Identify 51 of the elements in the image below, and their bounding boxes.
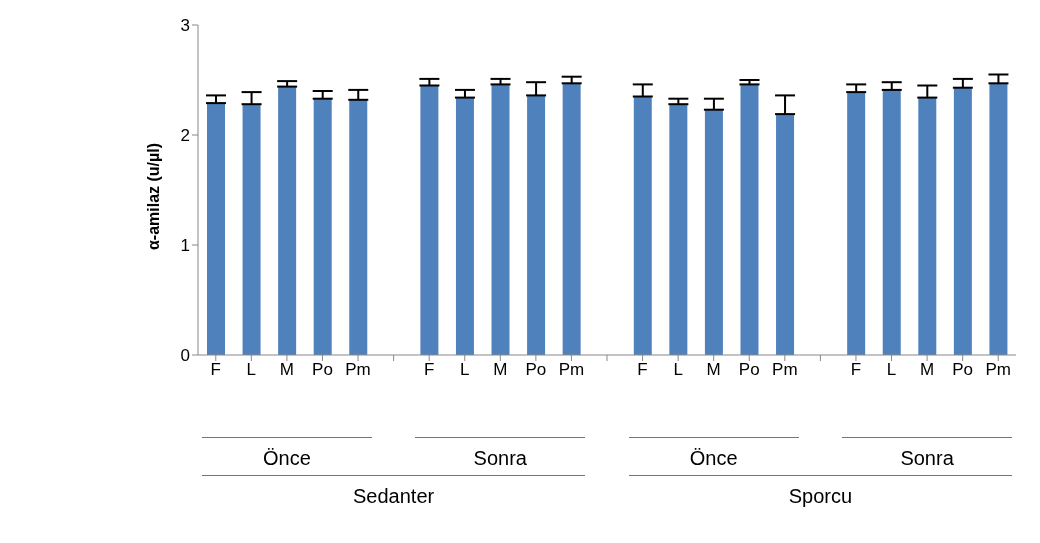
bar: [527, 95, 546, 355]
bar: [562, 83, 581, 355]
text: Önce: [262, 447, 312, 470]
x-tick-label: M: [493, 360, 508, 380]
bar: [847, 92, 866, 355]
bar: [669, 104, 688, 355]
bar: [633, 96, 652, 355]
bar: [704, 109, 723, 355]
bar: [989, 83, 1008, 355]
text: Sonra: [472, 447, 528, 470]
bar: [918, 97, 937, 355]
x-tick-label: Po: [738, 360, 760, 380]
bar: [455, 97, 474, 355]
x-tick-label: Pm: [558, 360, 585, 380]
x-tick-label: F: [637, 360, 648, 380]
text: Sonra: [899, 447, 955, 470]
text: Sedanter: [352, 485, 436, 508]
bar: [242, 104, 261, 355]
bar: [953, 87, 972, 355]
y-tick-label: 3: [180, 16, 190, 36]
y-axis-title: α-amilaz (u/µl): [144, 142, 162, 250]
y-tick-label: 1: [180, 236, 190, 256]
bar: [420, 85, 439, 355]
x-tick-label: M: [706, 360, 721, 380]
bar: [278, 86, 297, 355]
text: Sporcu: [787, 485, 854, 508]
x-tick-label: Pm: [772, 360, 798, 380]
x-tick-label: Po: [525, 360, 547, 380]
x-tick-label: Po: [312, 360, 333, 380]
x-tick-label: Po: [952, 360, 974, 380]
bar: [207, 103, 225, 355]
x-tick-label: L: [460, 360, 470, 380]
x-tick-label: L: [673, 360, 683, 380]
bar: [491, 84, 510, 355]
bar: [882, 89, 901, 355]
bar: [740, 84, 759, 355]
x-tick-label: F: [850, 360, 862, 380]
y-tick-label: 2: [180, 126, 190, 146]
x-tick-label: Pm: [345, 360, 371, 380]
x-tick-label: M: [920, 360, 935, 380]
bar: [349, 99, 368, 355]
x-tick-label: F: [210, 360, 221, 380]
x-tick-label: Pm: [985, 360, 1011, 380]
x-tick-label: M: [279, 360, 294, 380]
text: Önce: [688, 447, 739, 470]
x-tick-label: L: [886, 360, 897, 380]
x-tick-label: L: [246, 360, 257, 380]
x-tick-label: F: [423, 360, 435, 380]
bar: [313, 98, 332, 355]
y-tick-label: 0: [180, 346, 190, 366]
bar: [776, 114, 795, 355]
